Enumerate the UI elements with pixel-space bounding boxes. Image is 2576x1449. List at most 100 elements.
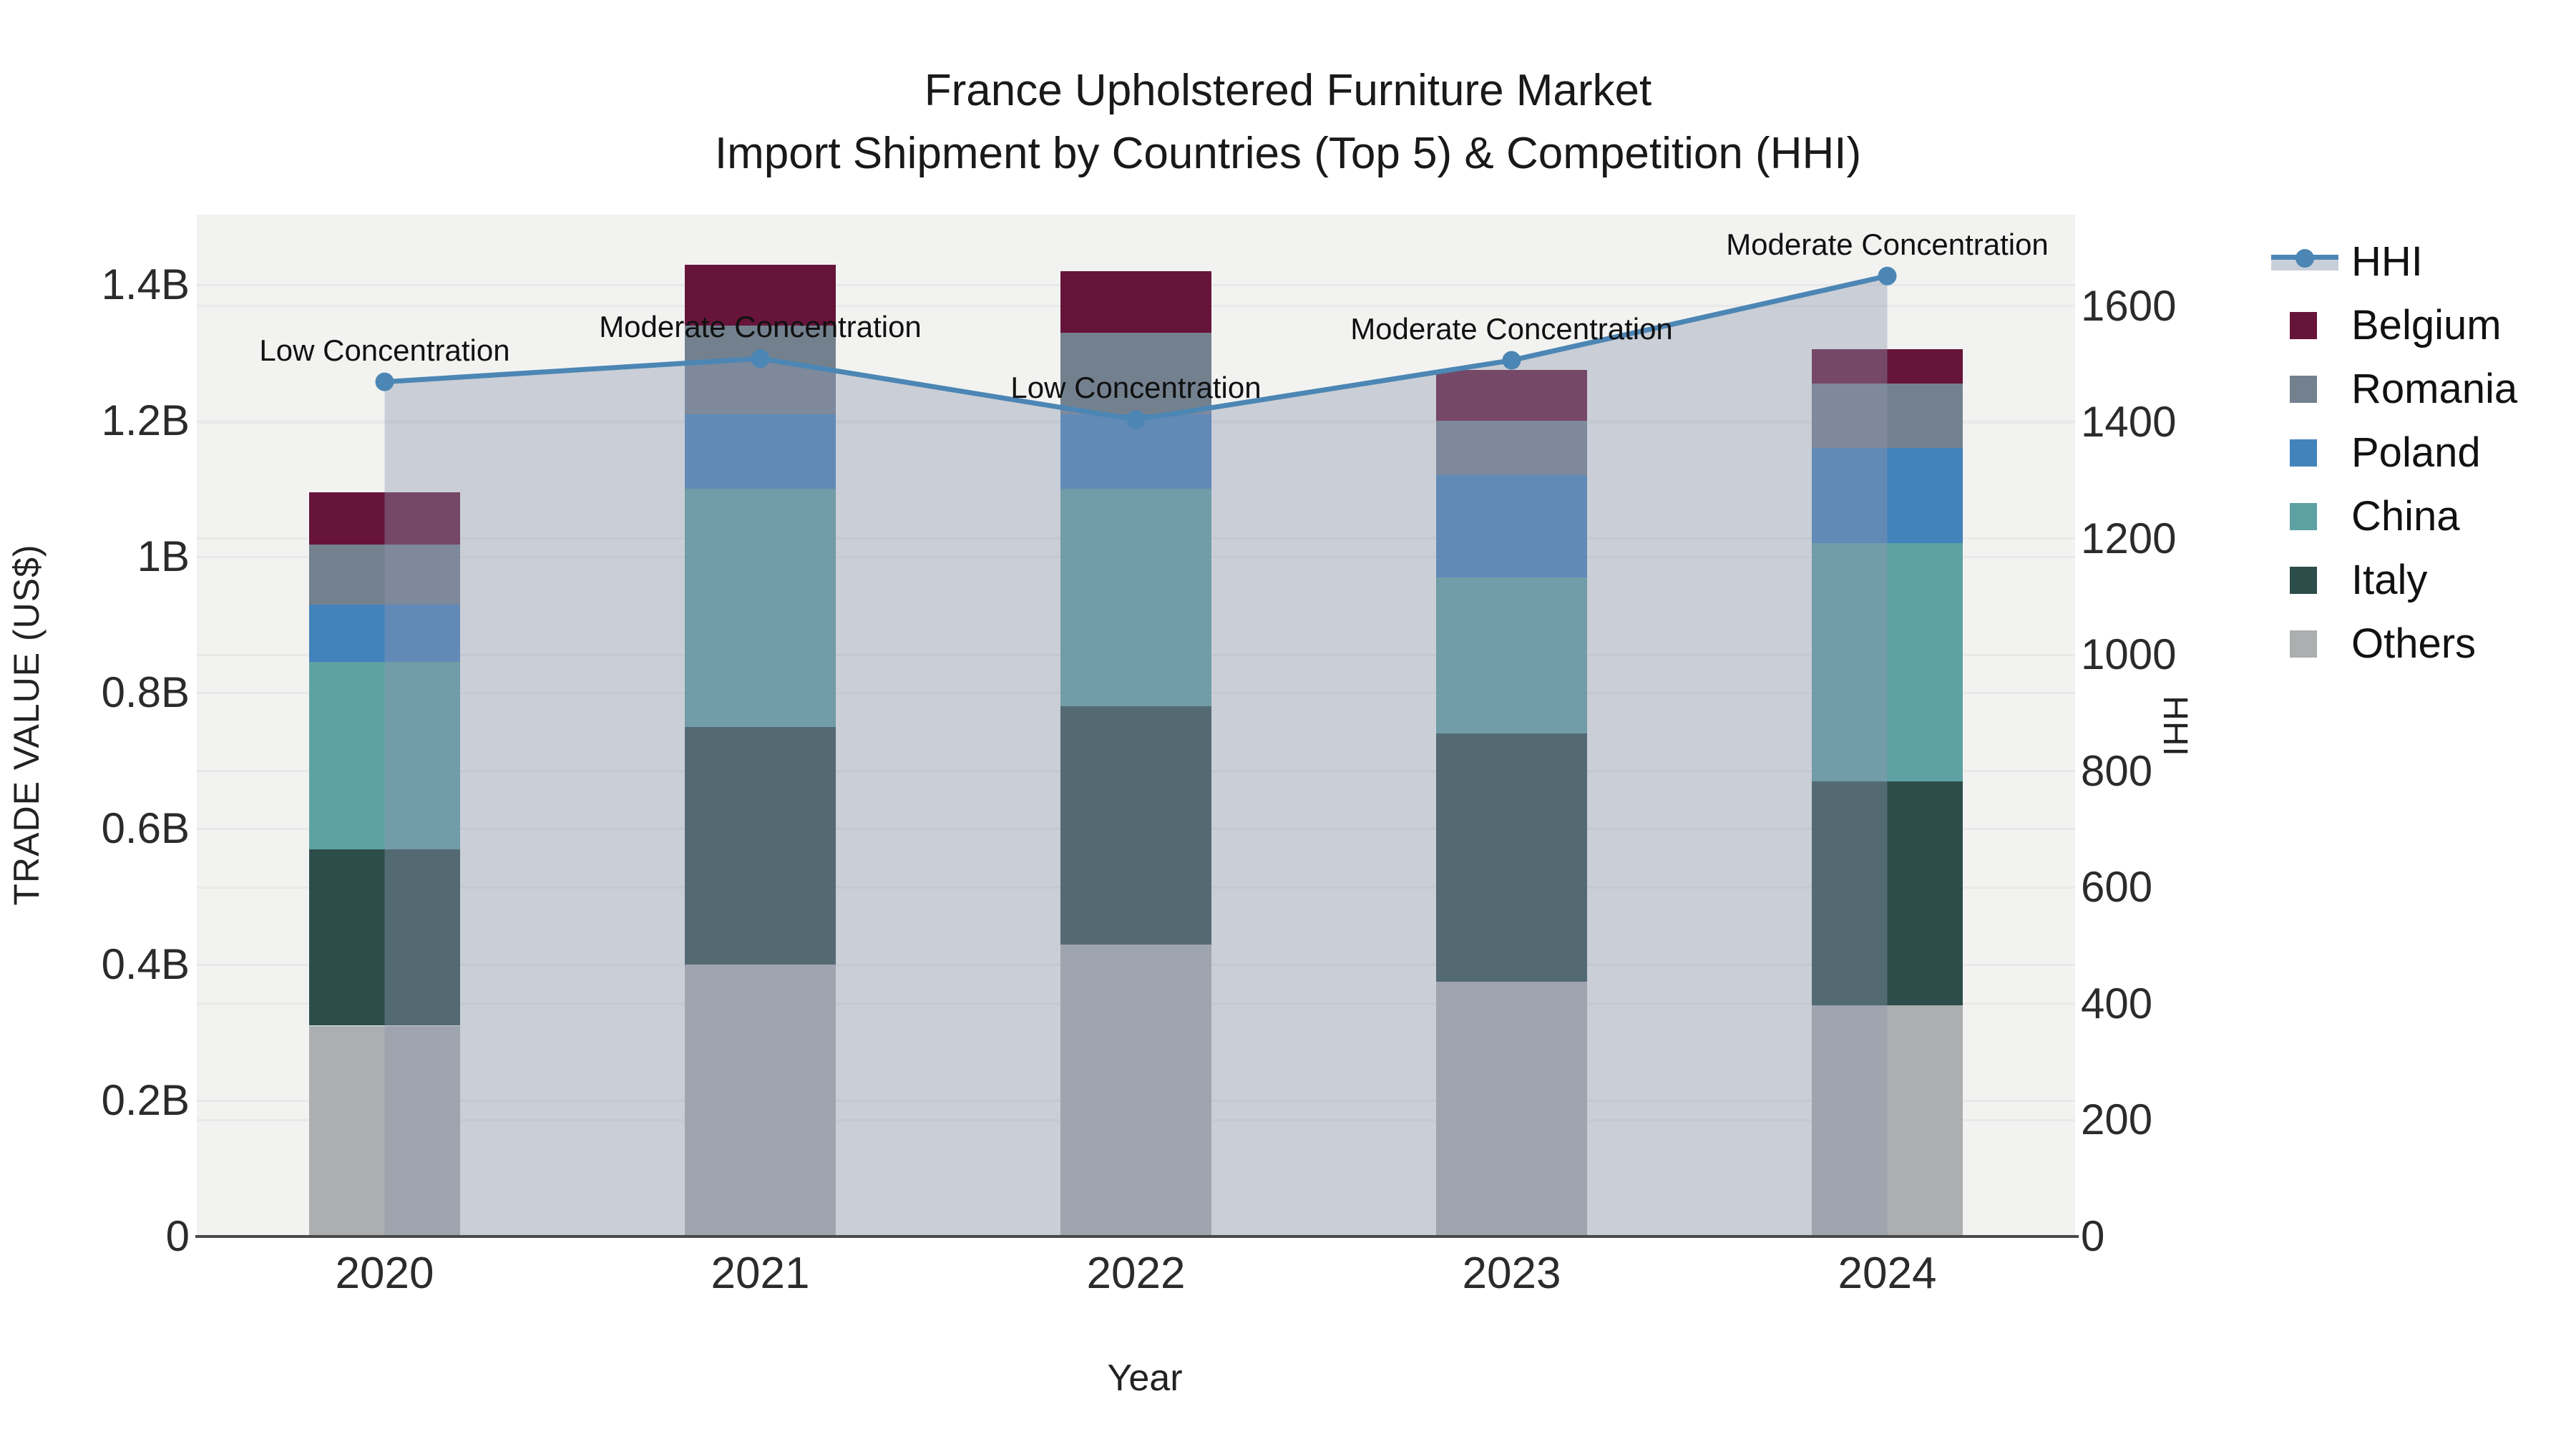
left-tick-1.4B: 1.4B — [101, 260, 190, 309]
legend-item-romania[interactable]: Romania — [2261, 357, 2517, 421]
legend-label-poland: Poland — [2351, 429, 2481, 476]
swatch-italy — [2290, 566, 2317, 594]
legend-item-china[interactable]: China — [2261, 484, 2517, 548]
left-tick-0.4B: 0.4B — [101, 940, 190, 988]
swatch-belgium — [2290, 311, 2317, 339]
chart-title-line2: Import Shipment by Countries (Top 5) & C… — [714, 129, 1862, 178]
x-tick-2022: 2022 — [1086, 1249, 1186, 1298]
legend-label-romania: Romania — [2351, 366, 2518, 412]
bar-2020-romania — [309, 544, 460, 605]
legend-label-italy: Italy — [2351, 557, 2428, 603]
hhi-marker-2024 — [1878, 266, 1897, 286]
bar-2021-romania — [685, 326, 836, 414]
x-tick-2021: 2021 — [711, 1249, 810, 1298]
bar-2022-belgium — [1060, 271, 1211, 333]
color-swatch-icon — [2261, 612, 2348, 675]
chart-title-line1: France Upholstered Furniture Market — [924, 66, 1652, 115]
hhi-overlay — [375, 266, 1897, 1236]
bar-2024-poland — [1812, 448, 1963, 543]
legend-item-hhi[interactable]: HHI — [2261, 230, 2517, 293]
bar-2021-belgium — [685, 264, 836, 326]
legend-label-belgium: Belgium — [2351, 302, 2502, 348]
right-tick-1600: 1600 — [2081, 281, 2177, 330]
bar-2022-china — [1060, 489, 1211, 706]
bar-2022-romania — [1060, 332, 1211, 414]
bar-2022-italy — [1060, 706, 1211, 945]
chart-title: France Upholstered Furniture Market Impo… — [0, 59, 2576, 185]
hhi-marker-2021 — [751, 349, 770, 369]
plot-area: Low Concentration Moderate Concentration L… — [197, 215, 2075, 1236]
swatch-china — [2290, 502, 2317, 530]
right-tick-800: 800 — [2081, 746, 2153, 795]
x-tick-2020: 2020 — [335, 1249, 434, 1298]
hhi-line-sample-icon — [2261, 230, 2348, 293]
bar-2024-china — [1812, 543, 1963, 781]
bar-2024-italy — [1812, 781, 1963, 1005]
bar-2023-poland — [1436, 475, 1587, 577]
color-swatch-icon — [2261, 484, 2348, 548]
legend-label-hhi: HHI — [2351, 238, 2423, 285]
annotation-2020: Low Concentration — [259, 333, 510, 367]
left-tick-1.2B: 1.2B — [101, 396, 190, 445]
bar-2020-china — [309, 662, 460, 849]
right-tick-400: 400 — [2081, 979, 2153, 1028]
right-tick-1000: 1000 — [2081, 630, 2177, 679]
bar-2021-poland — [685, 414, 836, 489]
color-swatch-icon — [2261, 548, 2348, 612]
left-tick-0.8B: 0.8B — [101, 668, 190, 717]
legend-item-italy[interactable]: Italy — [2261, 548, 2517, 612]
bar-2020-others — [309, 1025, 460, 1236]
right-tick-600: 600 — [2081, 863, 2153, 912]
color-swatch-icon — [2261, 421, 2348, 484]
hhi-marker-2020 — [375, 372, 394, 391]
bar-2022-others — [1060, 944, 1211, 1236]
bar-2020-belgium — [309, 492, 460, 545]
x-axis-title: Year — [1107, 1357, 1183, 1399]
bar-2023-belgium — [1436, 369, 1587, 421]
legend-item-poland[interactable]: Poland — [2261, 421, 2517, 484]
bar-2023-romania — [1436, 421, 1587, 476]
right-tick-1400: 1400 — [2081, 398, 2177, 447]
x-axis-line — [195, 1235, 2079, 1238]
bar-2024-romania — [1812, 383, 1963, 449]
bar-2021-others — [685, 965, 836, 1236]
x-tick-2024: 2024 — [1838, 1249, 1937, 1298]
bar-2023-others — [1436, 981, 1587, 1236]
bar-2021-china — [685, 489, 836, 727]
color-swatch-icon — [2261, 357, 2348, 421]
bar-2023-china — [1436, 577, 1587, 733]
legend-item-belgium[interactable]: Belgium — [2261, 293, 2517, 357]
swatch-poland — [2290, 439, 2317, 467]
right-tick-1200: 1200 — [2081, 514, 2177, 562]
hhi-marker-2022 — [1126, 410, 1146, 429]
left-tick-1B: 1B — [137, 532, 190, 581]
left-tick-0.2B: 0.2B — [101, 1076, 190, 1124]
bar-2021-italy — [685, 726, 836, 965]
annotation-2022: Low Concentration — [1010, 371, 1262, 405]
bar-2024-belgium — [1812, 349, 1963, 384]
swatch-romania — [2290, 375, 2317, 403]
hhi-area — [384, 275, 1888, 1236]
legend: HHI Belgium Romania Poland China Italy Others — [2261, 230, 2517, 675]
annotation-2023: Moderate Concentration — [1350, 311, 1673, 346]
legend-item-others[interactable]: Others — [2261, 612, 2517, 675]
bar-2024-others — [1812, 1005, 1963, 1236]
bar-2020-poland — [309, 604, 460, 663]
bar-2023-italy — [1436, 733, 1587, 982]
annotation-2024: Moderate Concentration — [1726, 227, 2049, 261]
annotation-2021: Moderate Concentration — [599, 310, 922, 344]
hhi-marker-2023 — [1502, 351, 1521, 370]
hhi-marker-sample — [2296, 248, 2314, 268]
legend-label-china: China — [2351, 493, 2460, 540]
right-axis-title: HHI — [2156, 696, 2194, 757]
color-swatch-icon — [2261, 293, 2348, 357]
left-tick-0: 0 — [165, 1212, 190, 1260]
right-tick-0: 0 — [2081, 1212, 2105, 1260]
legend-label-others: Others — [2351, 620, 2477, 667]
left-tick-0.6B: 0.6B — [101, 804, 190, 853]
bar-2020-italy — [309, 849, 460, 1026]
swatch-others — [2290, 630, 2317, 658]
x-tick-2023: 2023 — [1462, 1249, 1561, 1298]
right-tick-200: 200 — [2081, 1096, 2153, 1144]
